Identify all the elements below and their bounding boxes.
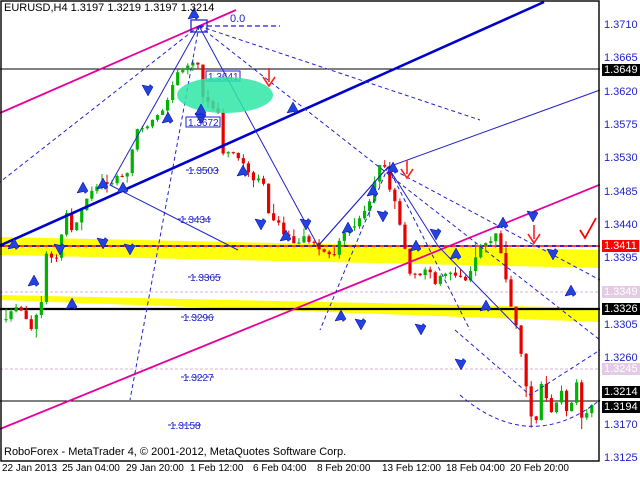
- svg-text:1.3158: 1.3158: [170, 421, 201, 432]
- svg-text:1.3503: 1.3503: [188, 166, 219, 177]
- svg-text:1.3227: 1.3227: [183, 373, 214, 384]
- svg-text:1.3296: 1.3296: [183, 313, 214, 324]
- svg-text:1.3434: 1.3434: [180, 215, 211, 226]
- svg-text:1.3365: 1.3365: [190, 273, 221, 284]
- svg-text:1.3672: 1.3672: [188, 118, 219, 129]
- svg-text:0.0: 0.0: [230, 13, 245, 25]
